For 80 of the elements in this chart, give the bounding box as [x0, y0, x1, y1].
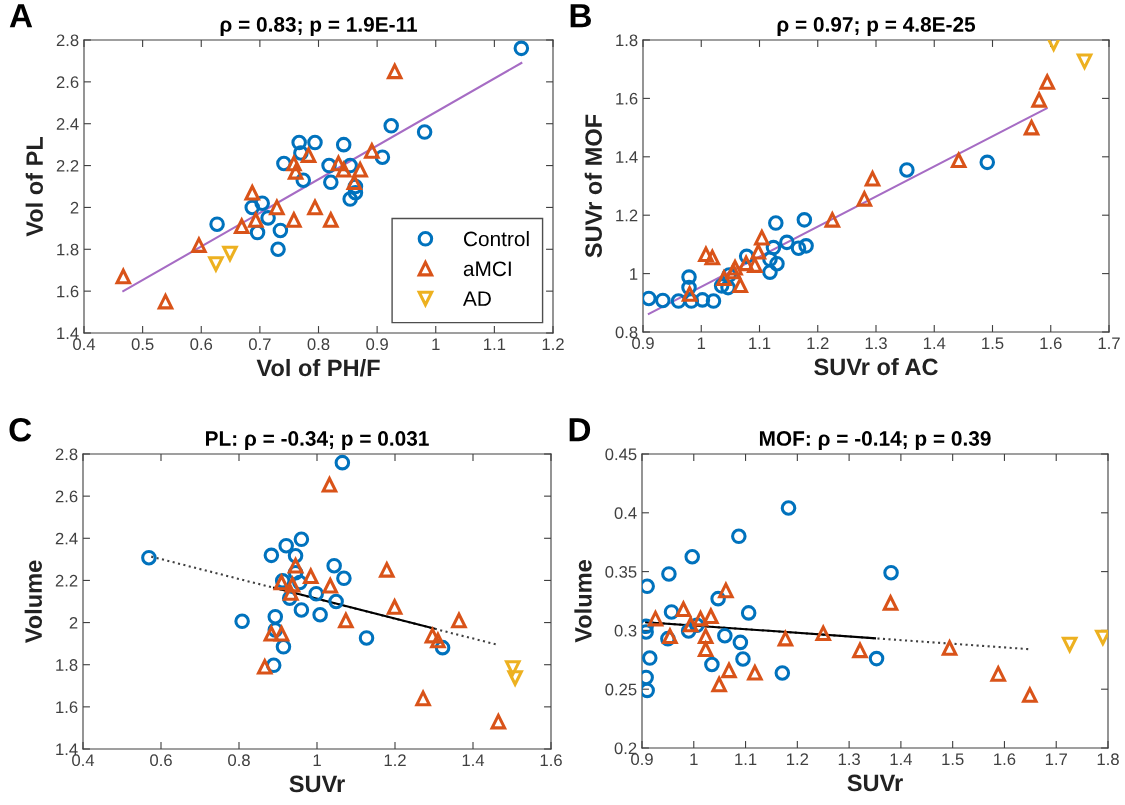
y-tick-label: 1.6: [56, 701, 78, 714]
x-tick-label: 0.8: [228, 754, 250, 767]
y-tick-label: 1.8: [57, 243, 79, 256]
y-tick-label: 2.2: [55, 574, 78, 587]
x-tick-label: 1: [432, 338, 440, 350]
x-tick-label: 1.4: [923, 337, 946, 349]
x-tick-label: 1.1: [735, 753, 757, 765]
x-tick-label: 1: [697, 337, 706, 349]
text: A: [9, 4, 33, 28]
y-tick-label: 1.6: [57, 285, 79, 298]
y-axis-title: Vol of PL: [25, 136, 43, 237]
x-tick-label: 0.7: [248, 338, 271, 351]
chart-title: ρ = 0.83; p = 1.9E-11: [220, 17, 418, 36]
x-axis-title: SUVr: [289, 775, 345, 793]
chart-title: ρ = 0.97; p = 4.8E-25: [777, 17, 976, 36]
y-tick-label: 2.4: [55, 532, 78, 545]
y-tick-label: 0.45: [605, 448, 637, 461]
text: D: [569, 418, 591, 442]
x-tick-label: 1.6: [1040, 337, 1062, 350]
x-tick-label: 1.2: [384, 754, 406, 766]
x-axis-title: Vol of PH/F: [256, 358, 380, 377]
y-axis-title: Volume: [574, 560, 592, 643]
y-tick-label: 1.8: [616, 34, 638, 47]
x-tick-label: 1.2: [807, 337, 829, 349]
text: B: [570, 4, 591, 28]
x-tick-label: 0.9: [631, 753, 653, 766]
y-tick-label: 0.25: [605, 683, 637, 696]
y-tick-label: 2.6: [55, 490, 78, 503]
x-axis-title: SUVr: [847, 774, 903, 792]
y-tick-label: 0.3: [614, 624, 637, 637]
y-tick-label: 2.2: [56, 159, 79, 172]
y-axis-title: Volume: [24, 560, 42, 644]
y-tick-label: 2.8: [55, 448, 78, 461]
y-tick-label: 0.8: [615, 326, 638, 339]
chart-title: PL: ρ = -0.34; p = 0.031: [206, 431, 429, 450]
x-tick-label: 1.2: [542, 338, 564, 350]
y-axis-title: SUVr of MOF: [584, 114, 602, 258]
legend-label: AD: [462, 291, 491, 306]
x-tick-label: 1: [313, 754, 321, 766]
x-tick-label: 1.5: [942, 753, 964, 766]
x-tick-label: 0.8: [307, 338, 330, 351]
y-tick-label: 1: [630, 268, 638, 280]
y-tick-label: 1.4: [616, 151, 638, 163]
x-tick-label: 1.6: [994, 753, 1016, 766]
x-tick-label: 1.4: [462, 754, 485, 766]
legend-label: aMCI: [463, 261, 511, 277]
x-tick-label: 1.3: [838, 753, 860, 766]
x-tick-label: 1.1: [484, 338, 506, 350]
y-tick-label: 0.4: [614, 507, 637, 519]
x-tick-label: 0.9: [366, 338, 388, 351]
y-tick-label: 0.2: [614, 742, 637, 755]
x-tick-label: 1.6: [540, 754, 562, 767]
x-tick-label: 1.2: [787, 753, 809, 765]
y-tick-label: 1.6: [616, 92, 638, 105]
y-tick-label: 1.4: [57, 327, 79, 340]
x-tick-label: 0.9: [632, 337, 654, 350]
x-axis-title: SUVr of AC: [814, 357, 938, 376]
x-tick-label: 1.8: [1097, 753, 1119, 766]
y-tick-label: 1.4: [56, 743, 78, 756]
y-tick-label: 2.4: [56, 118, 79, 130]
x-tick-label: 0.5: [131, 338, 154, 351]
text: C: [9, 417, 32, 442]
y-tick-label: 2: [69, 616, 78, 629]
x-tick-label: 0.6: [190, 338, 213, 351]
y-tick-label: 2.8: [56, 34, 79, 47]
chart-title: MOF: ρ = -0.14; p = 0.39: [759, 431, 991, 450]
x-tick-label: 1.5: [982, 337, 1004, 350]
x-tick-label: 1.3: [865, 337, 887, 350]
y-tick-label: 2: [70, 201, 79, 214]
x-tick-label: 1: [690, 753, 698, 765]
y-tick-label: 2.6: [56, 76, 79, 89]
x-tick-label: 1.4: [890, 753, 912, 765]
y-tick-label: 1.2: [616, 209, 638, 222]
y-tick-label: 0.35: [605, 566, 637, 578]
x-tick-label: 1.7: [1045, 753, 1067, 765]
legend-label: Control: [463, 230, 529, 247]
x-tick-label: 1.1: [749, 337, 771, 349]
x-tick-label: 0.6: [150, 754, 172, 767]
x-tick-label: 1.7: [1098, 337, 1120, 349]
y-tick-label: 1.8: [56, 659, 78, 671]
